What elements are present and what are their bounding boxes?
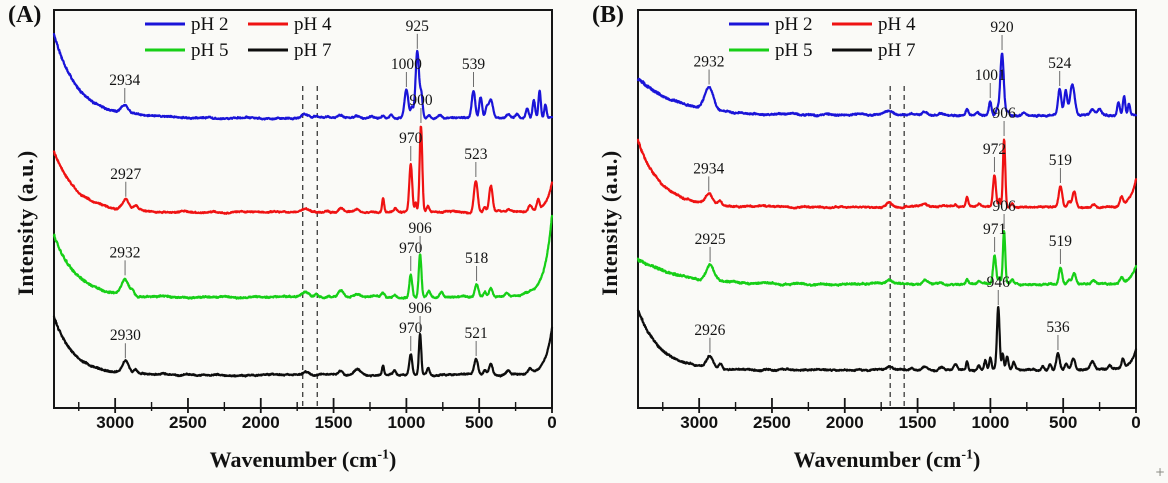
x-tick-label: 1500: [899, 413, 937, 432]
peak-label: 521: [465, 325, 488, 342]
plot-frame: [637, 9, 1137, 409]
peak-label: 536: [1046, 319, 1070, 336]
peak-label: 906: [408, 220, 432, 237]
peak-label: 972: [983, 141, 1006, 158]
x-tick-label: 1500: [315, 413, 353, 432]
peak-label: 523: [464, 146, 488, 163]
peak-label: 524: [1048, 55, 1072, 72]
legend-label: pH 4: [294, 14, 332, 35]
peak-label: 925: [406, 18, 430, 35]
peak-label: 970: [399, 240, 423, 257]
peak-label: 2925: [695, 231, 726, 248]
peak-label: 2934: [693, 160, 724, 177]
x-axis-title-b-suffix: ): [972, 447, 981, 472]
legend-label: pH 2: [775, 14, 812, 35]
x-tick-label: 1000: [387, 413, 425, 432]
peak-label: 1000: [391, 56, 422, 73]
x-tick-label: 2500: [169, 413, 207, 432]
x-axis-title-a-sup: -1: [377, 447, 389, 463]
peak-label: 906: [992, 198, 1016, 215]
x-axis-title-a-suffix: ): [388, 447, 397, 472]
legend-label: pH 5: [191, 40, 228, 61]
peak-label: 539: [462, 56, 486, 73]
spectrum-curve-ph-4: [636, 138, 1138, 210]
peak-label: 519: [1049, 152, 1073, 169]
x-tick-label: 500: [1049, 413, 1077, 432]
x-axis-title-b-text: Wavenumber (cm: [793, 447, 962, 472]
panel-b: 3000 2500 2000 1500 1000 500 0 2932 1001 920 524 29…: [584, 0, 1168, 483]
peak-label: 946: [987, 274, 1011, 291]
x-tick-label: 3000: [96, 413, 134, 432]
x-tick-label: 3000: [680, 413, 718, 432]
legend-label: pH 4: [878, 14, 916, 35]
peak-label: 1001: [975, 67, 1006, 84]
plot-area-b: 3000 2500 2000 1500 1000 500 0 2932 1001 920 524 29…: [636, 9, 1141, 432]
spectrum-curve-ph-7: [636, 305, 1138, 373]
panel-a: 3000 2500 2000 1500 1000 500 0 2934 1000 925 539 29…: [8, 2, 557, 473]
x-tick-label: 2000: [826, 413, 864, 432]
y-axis-title-a: Intensity (a.u.): [13, 150, 38, 296]
peak-label: 920: [990, 19, 1014, 36]
plot-frame: [53, 9, 553, 409]
peak-label: 970: [399, 130, 423, 147]
peak-label: 2930: [110, 327, 141, 344]
x-tick-label: 0: [1131, 413, 1140, 432]
x-axis-title-b-sup: -1: [961, 447, 973, 463]
peak-label: 906: [992, 105, 1016, 122]
legend-label: pH 7: [878, 40, 915, 61]
peak-label: 2934: [109, 72, 140, 89]
spectrum-curve-ph-2: [52, 32, 554, 121]
x-axis-title-a: Wavenumber (cm-1): [54, 447, 552, 473]
x-tick-label: 2500: [753, 413, 791, 432]
peak-label: 2926: [694, 322, 725, 339]
peak-label: 2927: [110, 166, 141, 183]
spectrum-curve-ph-5: [636, 230, 1138, 287]
spectrum-curve-ph-2: [636, 52, 1138, 118]
x-tick-label: 0: [547, 413, 556, 432]
peak-label: 906: [408, 300, 432, 317]
peak-label: 971: [983, 221, 1006, 238]
legend-label: pH 7: [294, 40, 331, 61]
peak-label: 970: [399, 320, 423, 337]
x-tick-label: 2000: [242, 413, 280, 432]
x-tick-label: 1000: [971, 413, 1009, 432]
peak-label: 518: [465, 250, 489, 267]
spectrum-curve-ph-5: [52, 214, 554, 300]
x-axis-title-b: Wavenumber (cm-1): [638, 447, 1136, 473]
legend-label: pH 5: [775, 40, 812, 61]
peak-label: 2932: [110, 244, 141, 261]
spectrum-curve-ph-4: [52, 125, 554, 215]
spectrum-curve-ph-7: [52, 315, 554, 378]
panel-b-label: (B): [592, 2, 624, 28]
legend-label: pH 2: [191, 14, 228, 35]
peak-label: 2932: [694, 53, 725, 70]
x-axis-title-a-text: Wavenumber (cm: [209, 447, 378, 472]
plot-area-a: 3000 2500 2000 1500 1000 500 0 2934 1000 925 539 29…: [52, 9, 557, 432]
panel-a-label: (A): [8, 2, 42, 28]
peak-label: 519: [1049, 233, 1073, 250]
peak-label: 900: [409, 92, 433, 109]
corner-artifact-mark: +: [1154, 465, 1165, 479]
y-axis-title-b: Intensity (a.u.): [597, 150, 622, 296]
x-tick-label: 500: [465, 413, 493, 432]
